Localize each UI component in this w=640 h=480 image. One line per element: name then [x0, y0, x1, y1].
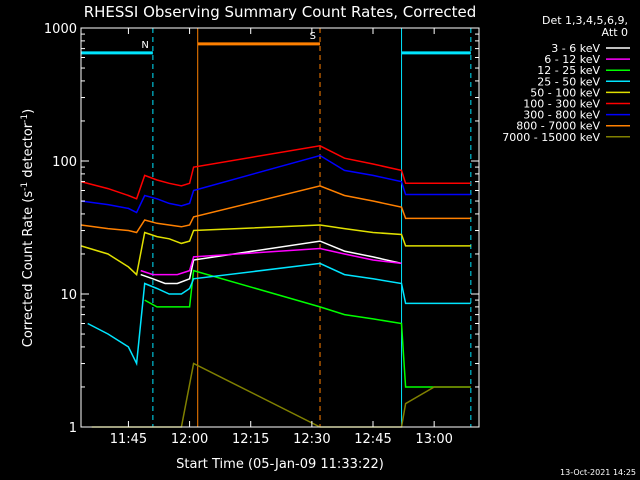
- x-tick-label-3: 12:30: [293, 432, 330, 447]
- y-ticks: 1 10 100 1000: [44, 22, 479, 436]
- legend-label-1: 6 - 12 keV: [544, 53, 600, 66]
- x-ticks: 11:45 12:00 12:15 12:30 12:45 13:00: [110, 28, 453, 447]
- series-line-2: [144, 269, 471, 388]
- legend-header-line1: Det 1,3,4,5,6,9,: [542, 14, 628, 27]
- flag-label-1: S: [310, 31, 316, 42]
- x-tick-label-1: 12:00: [171, 432, 208, 447]
- x-tick-label-2: 12:15: [232, 432, 269, 447]
- y-tick-label-3: 1000: [44, 22, 77, 37]
- footer-timestamp: 13-Oct-2021 14:25: [560, 468, 636, 477]
- flag-bars: NS: [81, 31, 471, 55]
- series-line-8: [91, 362, 471, 428]
- x-axis-label: Start Time (05-Jan-09 11:33:22): [176, 457, 384, 472]
- y-axis-label-end: ): [21, 109, 36, 114]
- series-line-1: [140, 247, 402, 276]
- y-axis-label: Corrected Count Rate (s-1 detector-1): [20, 109, 36, 347]
- vertical-markers: [152, 28, 472, 427]
- y-tick-label-2: 100: [52, 155, 77, 170]
- y-axis-label-sup2: -1: [20, 114, 30, 123]
- plot-frame: [80, 27, 480, 428]
- legend-label-0: 3 - 6 keV: [551, 42, 600, 55]
- legend-label-6: 300 - 800 keV: [523, 109, 600, 122]
- legend-header-line2: Att 0: [602, 26, 628, 39]
- y-tick-label-0: 1: [69, 421, 77, 436]
- series-lines: [80, 145, 471, 428]
- legend-label-3: 25 - 50 keV: [537, 75, 600, 88]
- flag-label-0: N: [141, 40, 148, 51]
- y-axis-label-text: Corrected Count Rate (s: [21, 191, 36, 348]
- x-tick-label-0: 11:45: [110, 432, 147, 447]
- series-line-5: [80, 145, 471, 200]
- legend-label-7: 800 - 7000 keV: [516, 120, 600, 133]
- series-line-6: [80, 154, 471, 214]
- chart-title: RHESSI Observing Summary Count Rates, Co…: [84, 3, 477, 21]
- x-tick-label-5: 13:00: [415, 432, 452, 447]
- legend-label-2: 12 - 25 keV: [537, 64, 600, 77]
- y-tick-label-1: 10: [60, 288, 77, 303]
- legend-label-4: 50 - 100 keV: [530, 86, 600, 99]
- series-line-3: [87, 262, 471, 367]
- series-line-7: [80, 185, 471, 234]
- x-tick-label-4: 12:45: [354, 432, 391, 447]
- legend-label-8: 7000 - 15000 keV: [502, 131, 600, 144]
- y-axis-label-sup1: -1: [20, 182, 30, 191]
- series-line-4: [80, 224, 471, 277]
- legend-label-5: 100 - 300 keV: [523, 98, 600, 111]
- series-line-0: [140, 240, 402, 285]
- y-axis-label-mid: detector: [21, 122, 36, 182]
